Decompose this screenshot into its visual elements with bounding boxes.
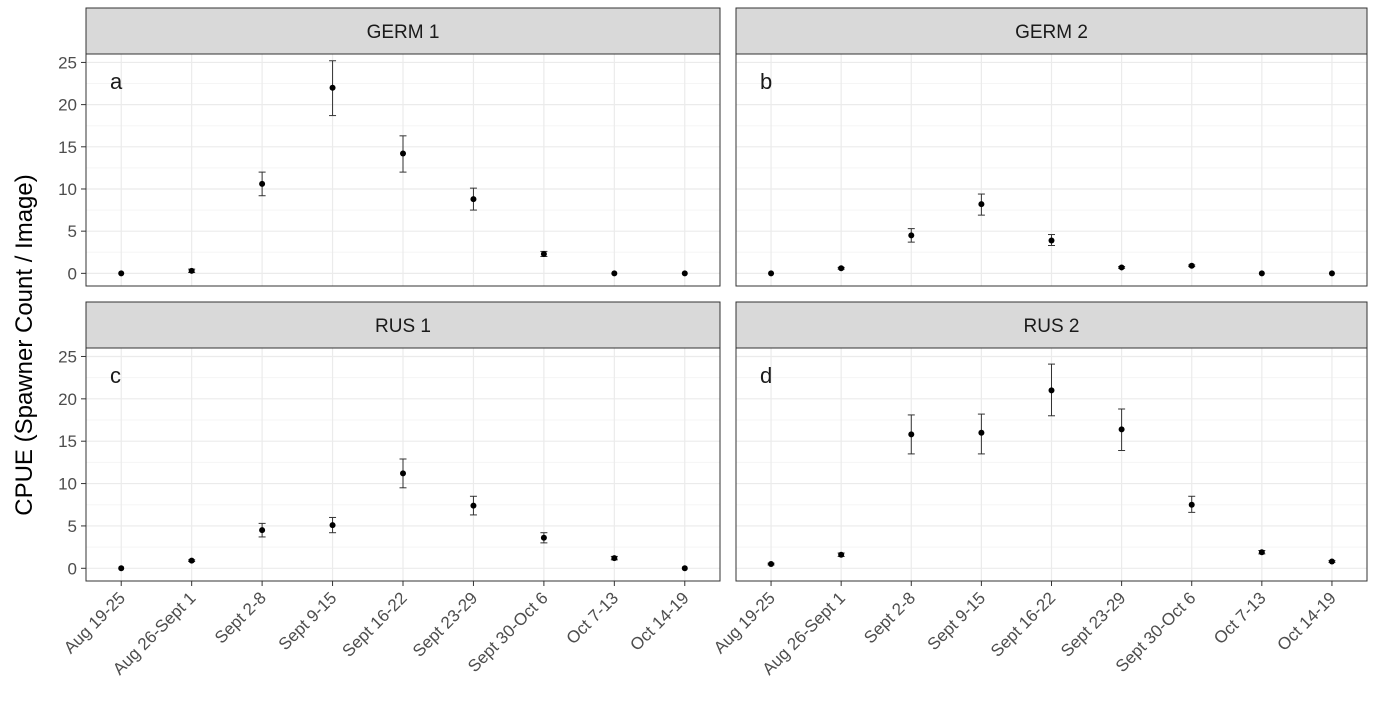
panel-germ-1: GERM 1 a 0 5 10 15 20 25 bbox=[58, 7, 721, 287]
y-tick-label: 10 bbox=[58, 180, 77, 199]
facet-strip bbox=[85, 7, 721, 55]
data-point bbox=[1328, 558, 1335, 565]
facet-strip-label: GERM 1 bbox=[367, 22, 440, 43]
panel-border bbox=[735, 53, 1368, 287]
x-tick-label: Oct 14-19 bbox=[626, 588, 692, 654]
data-point bbox=[768, 270, 775, 277]
data-point bbox=[978, 201, 985, 208]
y-tick-label: 0 bbox=[68, 264, 77, 283]
x-tick-label: Oct 7-13 bbox=[1210, 588, 1270, 648]
data-point bbox=[400, 150, 406, 157]
panel-tag: b bbox=[760, 69, 772, 94]
y-tick-label: 25 bbox=[58, 53, 77, 72]
data-point bbox=[681, 565, 688, 572]
panel-border bbox=[85, 53, 721, 287]
y-axis-label: CPUE (Spawner Count / Image) bbox=[11, 174, 38, 515]
x-tick-label: Aug 19-25 bbox=[60, 588, 129, 657]
data-point bbox=[838, 551, 845, 558]
data-point bbox=[611, 270, 618, 277]
data-point bbox=[400, 470, 406, 477]
x-tick-label: Sept 9-15 bbox=[275, 588, 341, 654]
y-tick-label: 10 bbox=[58, 475, 77, 494]
data-point bbox=[1258, 270, 1265, 277]
data-point bbox=[540, 250, 547, 257]
facet-strip-label: GERM 2 bbox=[1015, 22, 1088, 43]
data-point bbox=[259, 180, 266, 187]
data-point bbox=[908, 431, 915, 438]
data-point bbox=[470, 502, 477, 509]
data-point bbox=[118, 565, 125, 572]
data-point bbox=[768, 561, 775, 568]
data-point bbox=[681, 270, 688, 277]
x-tick-label: Sept 16-22 bbox=[339, 588, 411, 660]
data-point bbox=[1118, 264, 1125, 271]
facet-strip-label: RUS 1 bbox=[375, 316, 431, 337]
data-point bbox=[1188, 262, 1195, 269]
data-point bbox=[908, 232, 915, 239]
data-point bbox=[259, 527, 266, 534]
data-point bbox=[1258, 549, 1265, 556]
data-point bbox=[540, 534, 547, 541]
data-point bbox=[1328, 270, 1335, 277]
x-tick-label: Oct 7-13 bbox=[563, 588, 623, 648]
y-tick-label: 15 bbox=[58, 432, 77, 451]
y-tick-label: 20 bbox=[58, 96, 77, 115]
x-tick-label: Sept 16-22 bbox=[987, 588, 1059, 660]
data-point bbox=[329, 84, 336, 91]
data-point bbox=[470, 196, 477, 203]
data-point bbox=[188, 557, 195, 564]
panel-germ-2: GERM 2 b bbox=[735, 7, 1368, 287]
y-tick-label: 5 bbox=[68, 222, 77, 241]
y-tick-label: 0 bbox=[68, 559, 77, 578]
panel-tag: d bbox=[760, 363, 772, 388]
x-tick-label: Oct 14-19 bbox=[1274, 588, 1340, 654]
data-point bbox=[1188, 501, 1195, 508]
facet-strip bbox=[735, 7, 1368, 55]
facet-strip-label: RUS 2 bbox=[1024, 316, 1080, 337]
x-tick-label: Sept 2-8 bbox=[860, 588, 919, 647]
x-tick-label: Sept 9-15 bbox=[924, 588, 990, 654]
data-point bbox=[1118, 426, 1125, 433]
data-point bbox=[118, 270, 125, 277]
x-tick-label: Sept 2-8 bbox=[211, 588, 270, 647]
y-tick-label: 5 bbox=[68, 517, 77, 536]
data-point bbox=[329, 522, 336, 529]
panel-tag: a bbox=[110, 69, 123, 94]
x-tick-label: Sept 23-29 bbox=[1057, 588, 1129, 660]
data-point bbox=[188, 267, 195, 274]
data-point bbox=[838, 265, 845, 272]
data-point bbox=[1048, 387, 1055, 394]
panel-tag: c bbox=[110, 363, 121, 388]
y-tick-label: 20 bbox=[58, 390, 77, 409]
x-tick-label: Aug 19-25 bbox=[710, 588, 779, 657]
data-point bbox=[978, 429, 985, 436]
facet-strip bbox=[85, 301, 721, 349]
y-tick-label: 15 bbox=[58, 138, 77, 157]
data-point bbox=[611, 555, 618, 562]
y-tick-label: 25 bbox=[58, 347, 77, 366]
x-tick-label: Sept 23-29 bbox=[409, 588, 481, 660]
data-point bbox=[1048, 237, 1055, 244]
